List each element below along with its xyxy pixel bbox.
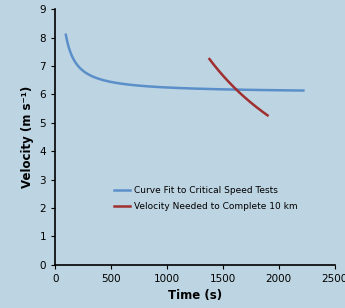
Velocity Needed to Complete 10 km (207, 57, 211, 61)
Curve Fit to Critical Speed Tests (178, 86, 182, 90)
Curve Fit to Critical Speed Tests (301, 89, 305, 92)
Velocity Needed to Complete 10 km (210, 60, 214, 64)
Curve Fit to Critical Speed Tests (192, 87, 196, 91)
Curve Fit to Critical Speed Tests (258, 88, 263, 92)
Line: Curve Fit to Critical Speed Tests: Curve Fit to Critical Speed Tests (66, 35, 303, 91)
Velocity Needed to Complete 10 km (211, 62, 215, 66)
Line: Velocity Needed to Complete 10 km: Velocity Needed to Complete 10 km (209, 59, 268, 116)
Velocity Needed to Complete 10 km (266, 114, 270, 117)
Curve Fit to Critical Speed Tests (205, 87, 209, 91)
Velocity Needed to Complete 10 km (218, 71, 222, 74)
Velocity Needed to Complete 10 km (260, 110, 265, 114)
X-axis label: Time (s): Time (s) (168, 290, 222, 302)
Y-axis label: Velocity (m s⁻¹): Velocity (m s⁻¹) (21, 86, 34, 188)
Velocity Needed to Complete 10 km (263, 111, 267, 115)
Curve Fit to Critical Speed Tests (296, 89, 300, 92)
Legend: Curve Fit to Critical Speed Tests, Velocity Needed to Complete 10 km: Curve Fit to Critical Speed Tests, Veloc… (110, 183, 302, 214)
Curve Fit to Critical Speed Tests (177, 86, 181, 90)
Curve Fit to Critical Speed Tests (64, 33, 68, 37)
Velocity Needed to Complete 10 km (223, 76, 227, 80)
